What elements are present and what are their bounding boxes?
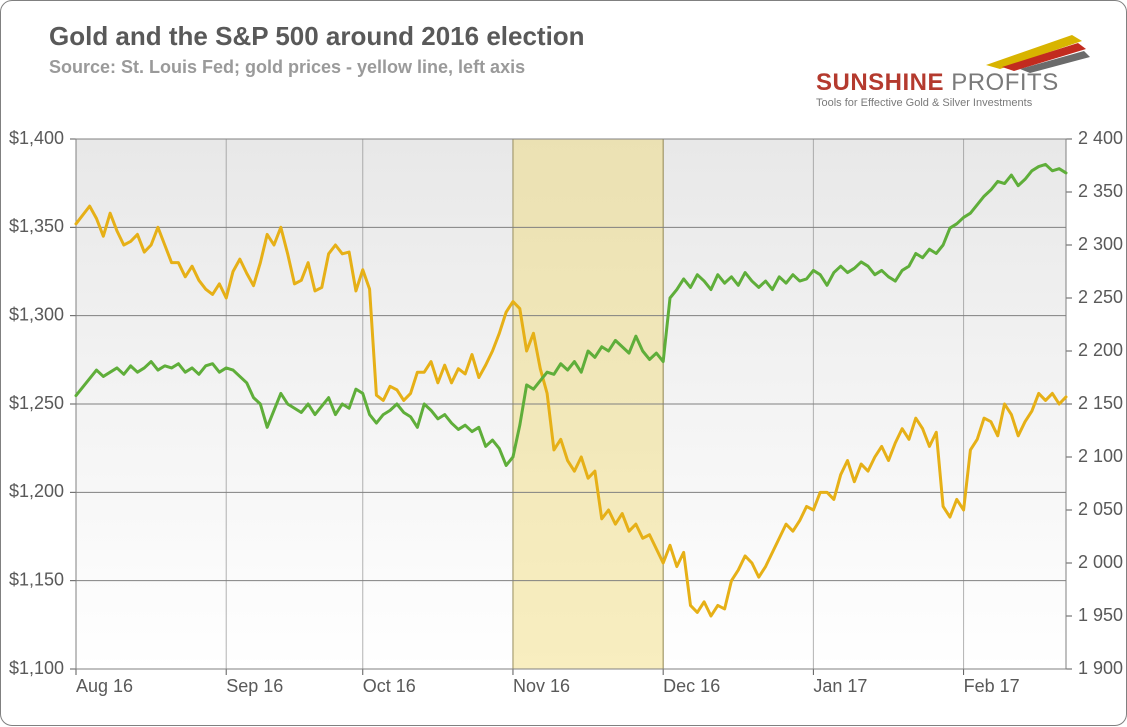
svg-text:Oct 16: Oct 16 bbox=[363, 676, 416, 696]
svg-text:$1,200: $1,200 bbox=[9, 481, 64, 501]
svg-text:Aug 16: Aug 16 bbox=[76, 676, 133, 696]
svg-text:Nov 16: Nov 16 bbox=[513, 676, 570, 696]
svg-text:$1,150: $1,150 bbox=[9, 569, 64, 589]
svg-text:Dec 16: Dec 16 bbox=[663, 676, 720, 696]
svg-text:2 250: 2 250 bbox=[1078, 287, 1123, 307]
svg-text:$1,350: $1,350 bbox=[9, 216, 64, 236]
svg-text:$1,300: $1,300 bbox=[9, 304, 64, 324]
chart-card: Gold and the S&P 500 around 2016 electio… bbox=[0, 0, 1127, 726]
svg-text:2 150: 2 150 bbox=[1078, 393, 1123, 413]
svg-text:2 300: 2 300 bbox=[1078, 234, 1123, 254]
line-chart: $1,100 $1,150 $1,200 $1,250 $1,300 $1,350 $1,4… bbox=[1, 1, 1127, 727]
svg-text:1 900: 1 900 bbox=[1078, 658, 1123, 678]
svg-text:2 100: 2 100 bbox=[1078, 446, 1123, 466]
svg-text:Jan 17: Jan 17 bbox=[813, 676, 867, 696]
svg-text:2 050: 2 050 bbox=[1078, 499, 1123, 519]
svg-text:Feb 17: Feb 17 bbox=[964, 676, 1020, 696]
svg-text:2 350: 2 350 bbox=[1078, 181, 1123, 201]
svg-text:$1,250: $1,250 bbox=[9, 393, 64, 413]
svg-text:2 200: 2 200 bbox=[1078, 340, 1123, 360]
svg-text:$1,400: $1,400 bbox=[9, 128, 64, 148]
svg-text:2 000: 2 000 bbox=[1078, 552, 1123, 572]
svg-text:$1,100: $1,100 bbox=[9, 658, 64, 678]
svg-text:1 950: 1 950 bbox=[1078, 605, 1123, 625]
svg-text:2 400: 2 400 bbox=[1078, 128, 1123, 148]
svg-text:Sep 16: Sep 16 bbox=[226, 676, 283, 696]
